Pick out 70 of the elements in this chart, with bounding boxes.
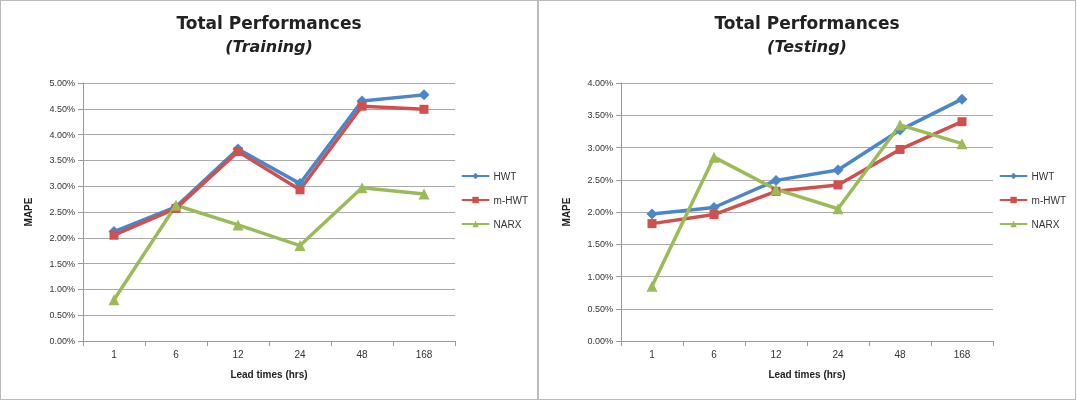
point — [294, 240, 306, 252]
chart-subtitle: (Training) — [225, 36, 313, 56]
point — [647, 219, 657, 229]
x-axis-title: Lead times (hrs) — [230, 368, 308, 380]
y-tick-label: 2.50% — [587, 174, 613, 185]
x-tick-label: 6 — [173, 348, 180, 360]
point — [646, 208, 658, 220]
x-tick-label: 1 — [649, 348, 656, 360]
point — [832, 164, 844, 176]
y-tick-label: 4.50% — [49, 103, 75, 114]
point — [895, 144, 905, 154]
x-tick-label: 48 — [894, 348, 906, 360]
legend-label: NARX — [493, 218, 522, 230]
y-tick-label: 5.00% — [49, 78, 75, 88]
point — [957, 117, 967, 127]
legend-label: HWT — [493, 170, 517, 182]
x-tick-label: 6 — [711, 348, 718, 360]
y-tick-label: 4.00% — [49, 129, 75, 140]
x-tick-label: 1 — [111, 348, 118, 360]
y-axis-title: MAPE — [560, 197, 572, 227]
chart-title: Total Performances — [714, 12, 900, 33]
legend-label: HWT — [1031, 170, 1055, 182]
point — [357, 101, 367, 111]
y-tick-label: 3.50% — [587, 110, 613, 121]
y-tick-label: 0.50% — [587, 303, 613, 314]
legend-label: m-HWT — [1031, 194, 1067, 206]
point — [894, 119, 906, 131]
y-tick-label: 2.50% — [49, 207, 75, 217]
y-tick-label: 1.00% — [587, 271, 613, 282]
y-tick-label: 3.00% — [49, 181, 75, 192]
legend-label: NARX — [1031, 218, 1060, 230]
point — [832, 203, 844, 215]
point — [109, 230, 119, 240]
point — [233, 147, 243, 157]
point — [956, 93, 968, 105]
y-tick-label: 0.00% — [587, 336, 613, 346]
y-tick-label: 1.00% — [49, 284, 75, 295]
y-tick-label: 1.50% — [49, 258, 75, 269]
chart-subtitle: (Testing) — [767, 36, 847, 56]
y-tick-label: 4.00% — [587, 78, 613, 88]
y-tick-label: 0.50% — [49, 310, 75, 321]
point — [418, 89, 430, 101]
point — [709, 210, 719, 220]
point — [956, 138, 968, 150]
point — [770, 174, 782, 186]
chart-title: Total Performances — [176, 12, 362, 33]
legend-label: m-HWT — [493, 194, 529, 206]
y-tick-label: 3.50% — [49, 155, 75, 166]
y-axis-title: MAPE — [22, 197, 34, 227]
point — [646, 280, 658, 292]
y-tick-label: 1.50% — [587, 239, 613, 250]
point — [232, 219, 244, 231]
x-tick-label: 12 — [232, 348, 244, 360]
point — [833, 180, 843, 190]
x-tick-label: 24 — [294, 348, 306, 360]
point — [708, 151, 720, 163]
point — [108, 294, 120, 306]
x-axis-title: Lead times (hrs) — [768, 368, 846, 380]
y-tick-label: 2.00% — [587, 207, 613, 217]
point — [418, 188, 430, 200]
x-tick-label: 24 — [832, 348, 844, 360]
x-tick-label: 48 — [356, 348, 368, 360]
point — [419, 104, 429, 114]
y-tick-label: 3.00% — [587, 142, 613, 153]
y-tick-label: 0.00% — [49, 336, 75, 346]
x-tick-label: 12 — [770, 348, 782, 360]
y-tick-label: 2.00% — [49, 232, 75, 243]
x-tick-label: 168 — [953, 348, 971, 360]
point — [295, 185, 305, 195]
x-tick-label: 168 — [415, 348, 433, 360]
